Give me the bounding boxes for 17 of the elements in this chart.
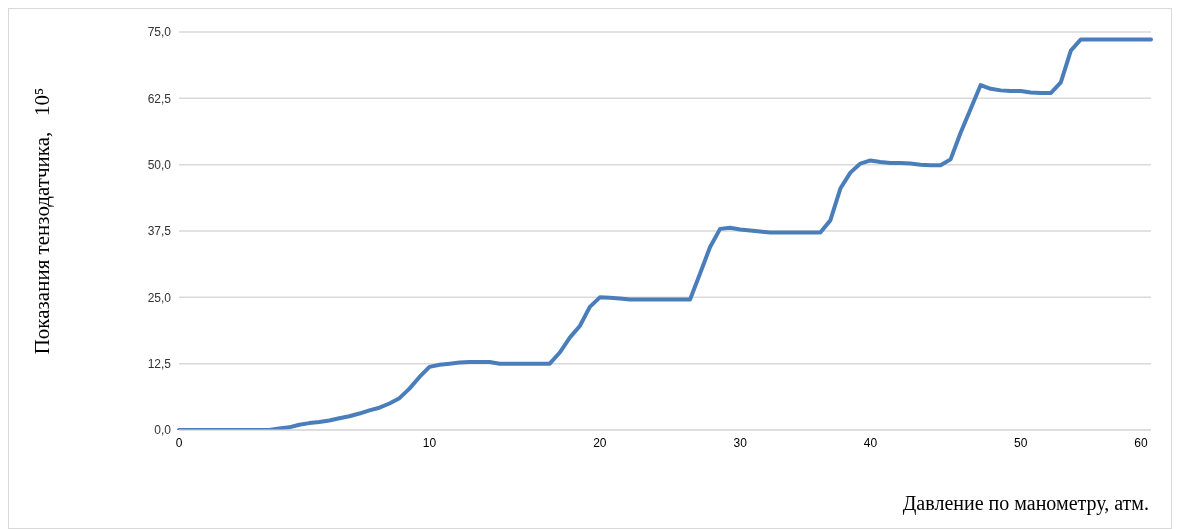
x-tick-label: 0	[175, 435, 183, 450]
y-tick-label: 0,0	[154, 423, 172, 438]
y-tick-label: 50,0	[147, 157, 172, 172]
y-tick-label: 25,0	[147, 290, 172, 305]
x-tick-label: 10	[422, 435, 437, 450]
x-tick-label: 30	[733, 435, 748, 450]
y-tick-label: 12,5	[147, 356, 172, 371]
x-tick-label: 50	[1014, 435, 1028, 450]
y-tick-label: 62,5	[147, 91, 172, 106]
x-tick-label: 20	[593, 435, 607, 450]
line-series	[177, 37, 1153, 430]
y-tick-label: 75,0	[147, 25, 172, 40]
x-tick-label: 40	[863, 435, 878, 450]
y-tick-label: 37,5	[147, 224, 172, 239]
x-axis-title: Давление по манометру, атм.	[902, 492, 1149, 515]
y-axis-title: Показания тензодатчика, 10⁵	[30, 87, 54, 355]
x-tick-label: 60	[1134, 435, 1148, 450]
